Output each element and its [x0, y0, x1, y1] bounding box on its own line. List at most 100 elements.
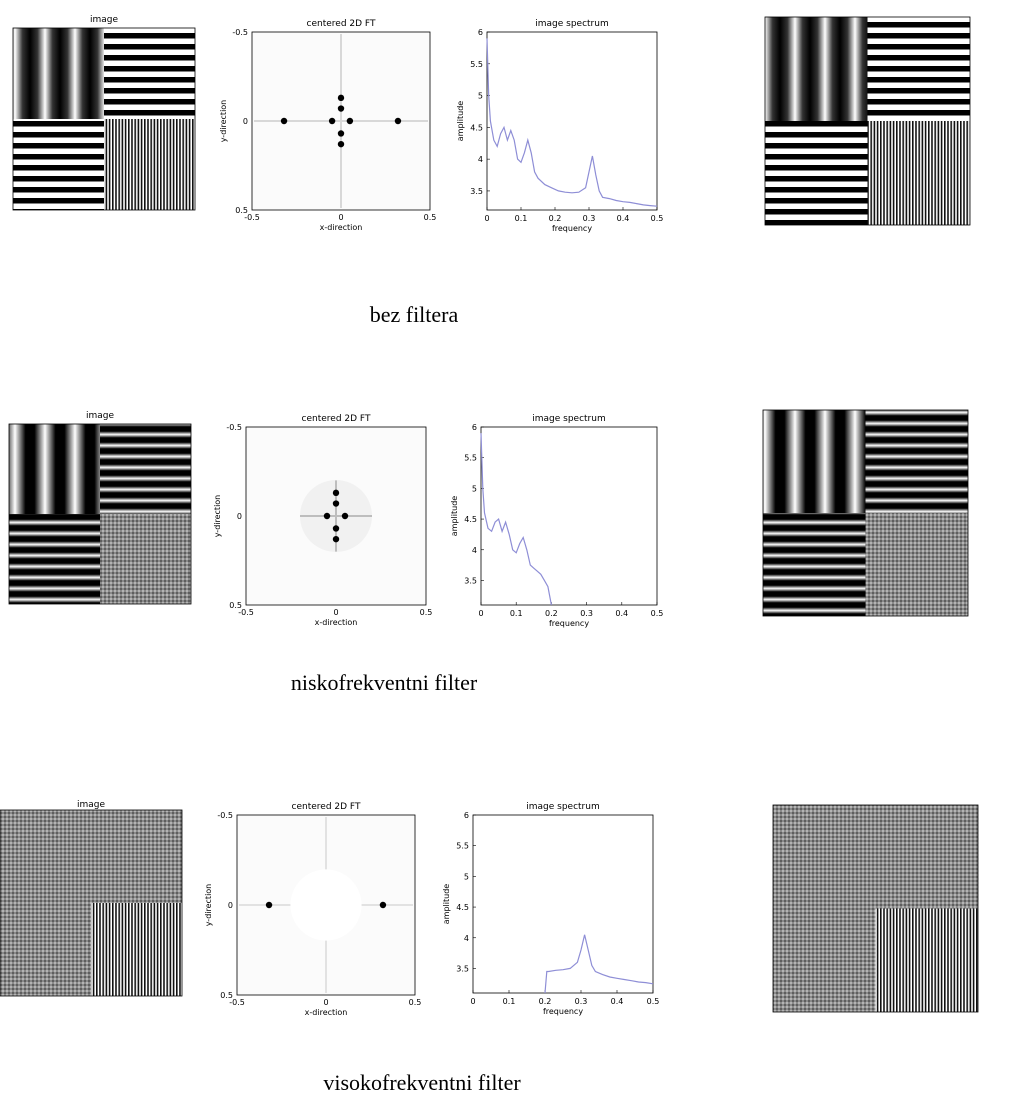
spectrum-ytick-label: 6 — [478, 28, 483, 37]
spectrum-xtick-label: 0.3 — [583, 214, 596, 223]
spectrum-ytick-label: 5.5 — [470, 60, 483, 69]
ft-peak — [332, 525, 340, 532]
input-image-quad-frame — [8, 423, 192, 605]
spectrum-line — [544, 934, 654, 994]
spectrum-title: image spectrum — [532, 414, 605, 424]
ft-xtick-label: 0 — [333, 608, 338, 617]
filtered-image-quad-horizontal-stripes — [867, 17, 970, 121]
ft-peak — [341, 512, 349, 520]
spectrum-axes-frame — [480, 426, 658, 606]
spectrum-line — [486, 38, 658, 207]
row-1: image centered 2D FT-0.5 0 0.5-0.500.5x-dir… — [12, 15, 971, 327]
input-image-quad-horizontal-stripes — [100, 424, 191, 514]
spectrum-ylabel: amplitude — [450, 496, 459, 537]
input-image-quad-horizontal-stripes-lower — [9, 514, 100, 604]
filtered-image-quad — [762, 409, 969, 617]
input-image-quad — [12, 27, 196, 211]
input-image-quad-horizontal-stripes-lower — [13, 119, 104, 210]
ft-ytick-label: 0.5 — [235, 206, 248, 215]
spectrum-ylabel: amplitude — [456, 101, 465, 142]
ft-peak — [346, 117, 354, 125]
ft-xtick-label: -0.5 — [244, 213, 260, 222]
row-3: image centered 2D FT-0.5 0 0.5-0.500.5x-dir… — [0, 800, 979, 1095]
spectrum-xtick-label: 0.4 — [615, 609, 628, 618]
spectrum-xlabel: frequency — [552, 224, 592, 233]
spectrum-ytick-label: 3.5 — [464, 576, 477, 585]
spectrum-xtick-label: 0.5 — [651, 214, 664, 223]
spectrum-xtick-label: 0.3 — [575, 997, 588, 1006]
spectrum-xtick-label: 0.1 — [510, 609, 523, 618]
ft-peak — [280, 117, 288, 125]
spectrum-axes-frame — [486, 31, 658, 211]
ft-peak — [337, 130, 345, 137]
filtered-image-quad-fine-vertical — [867, 121, 970, 225]
ft-ytick-label: 0 — [228, 901, 233, 910]
spectrum-ytick-label: 4.5 — [456, 903, 469, 912]
spectrum-ytick-label: 3.5 — [470, 187, 483, 196]
spectrum-panel: image spectrum 0 0.1 0.2 0.3 0.4 0.5 3.5 4 4.5 5 5.… — [450, 414, 663, 628]
spectrum-xtick-label: 0.1 — [503, 997, 516, 1006]
filtered-image-quad-vertical-bars — [765, 17, 868, 121]
spectrum-title: image spectrum — [535, 19, 608, 29]
ft-xtick-label: 0.5 — [424, 213, 437, 222]
spectrum-xlabel: frequency — [543, 1007, 583, 1016]
input-image-quad-fine-vertical — [91, 903, 182, 996]
ft-peak — [332, 500, 340, 507]
ft-panel: centered 2D FT-0.5 0 0.5-0.500.5x-directio… — [213, 414, 432, 627]
input-image-quad-fine-vertical — [104, 119, 195, 210]
input-image-quad-horizontal-stripes-lower — [0, 903, 91, 996]
spectrum-xtick-label: 0.5 — [647, 997, 660, 1006]
spectrum-panel: image spectrum 0 0.1 0.2 0.3 0.4 0.5 3.5 4 4.5 5 5.… — [442, 802, 659, 1016]
spectrum-xlabel: frequency — [549, 619, 589, 628]
spectrum-ytick-label: 5 — [478, 92, 483, 101]
spectrum-ytick-label: 4.5 — [470, 123, 483, 132]
ft-peak — [337, 94, 345, 102]
input-image-quad — [0, 809, 183, 997]
ft-peak — [265, 901, 273, 909]
spectrum-xtick-label: 0.2 — [549, 214, 562, 223]
spectrum-ytick-label: 5.5 — [456, 842, 469, 851]
row-2: image centered 2D FT-0.5 0 0.5-0.500.5x-dir… — [8, 409, 969, 695]
input-image-quad-vertical-bars — [9, 424, 100, 514]
ft-xtick-label: 0 — [338, 213, 343, 222]
filtered-image-quad-horizontal-stripes-lower — [773, 908, 876, 1012]
ft-xtick-label: -0.5 — [229, 998, 245, 1007]
spectrum-xtick-label: 0.4 — [611, 997, 624, 1006]
input-image-quad-frame — [12, 27, 196, 211]
ft-ytick-label: 0.5 — [220, 991, 233, 1000]
ft-peak — [394, 117, 402, 125]
ft-peak — [379, 901, 387, 909]
ft-xlabel: x-direction — [320, 223, 363, 232]
input-image-quad — [8, 423, 192, 605]
ft-ytick-label: 0 — [237, 512, 242, 521]
row-caption: bez filtera — [370, 302, 459, 327]
ft-panel: centered 2D FT-0.5 0 0.5-0.500.5x-directio… — [219, 19, 436, 232]
image-title: image — [77, 800, 105, 810]
spectrum-ytick-label: 5.5 — [464, 454, 477, 463]
ft-title: centered 2D FT — [307, 19, 376, 29]
ft-xtick-label: 0.5 — [420, 608, 433, 617]
input-image-quad-vertical-bars — [13, 28, 104, 119]
ft-xlabel: x-direction — [305, 1008, 348, 1017]
input-image-quad-horizontal-stripes — [91, 810, 182, 903]
filtered-image-quad-horizontal-stripes-lower — [765, 121, 868, 225]
spectrum-xtick-label: 0 — [478, 609, 483, 618]
spectrum-ytick-label: 3.5 — [456, 964, 469, 973]
filtered-image-quad-frame — [764, 16, 971, 226]
ft-xtick-label: 0 — [323, 998, 328, 1007]
spectrum-ytick-label: 4 — [464, 934, 469, 943]
ft-title: centered 2D FT — [302, 414, 371, 424]
spectrum-ytick-label: 5 — [472, 484, 477, 493]
spectrum-line — [480, 433, 552, 606]
spectrum-xtick-label: 0.4 — [617, 214, 630, 223]
spectrum-xtick-label: 0.2 — [545, 609, 558, 618]
ft-ytick-label: 0 — [243, 117, 248, 126]
ft-xtick-label: -0.5 — [238, 608, 254, 617]
ft-title: centered 2D FT — [292, 802, 361, 812]
row-caption: visokofrekventni filter — [323, 1070, 521, 1095]
filtered-image-quad-vertical-bars — [763, 410, 866, 513]
ft-xtick-label: 0.5 — [409, 998, 422, 1007]
ft-ylabel: y-direction — [219, 100, 228, 143]
spectrum-xtick-label: 0.1 — [515, 214, 528, 223]
ft-ytick-label: -0.5 — [226, 423, 242, 432]
